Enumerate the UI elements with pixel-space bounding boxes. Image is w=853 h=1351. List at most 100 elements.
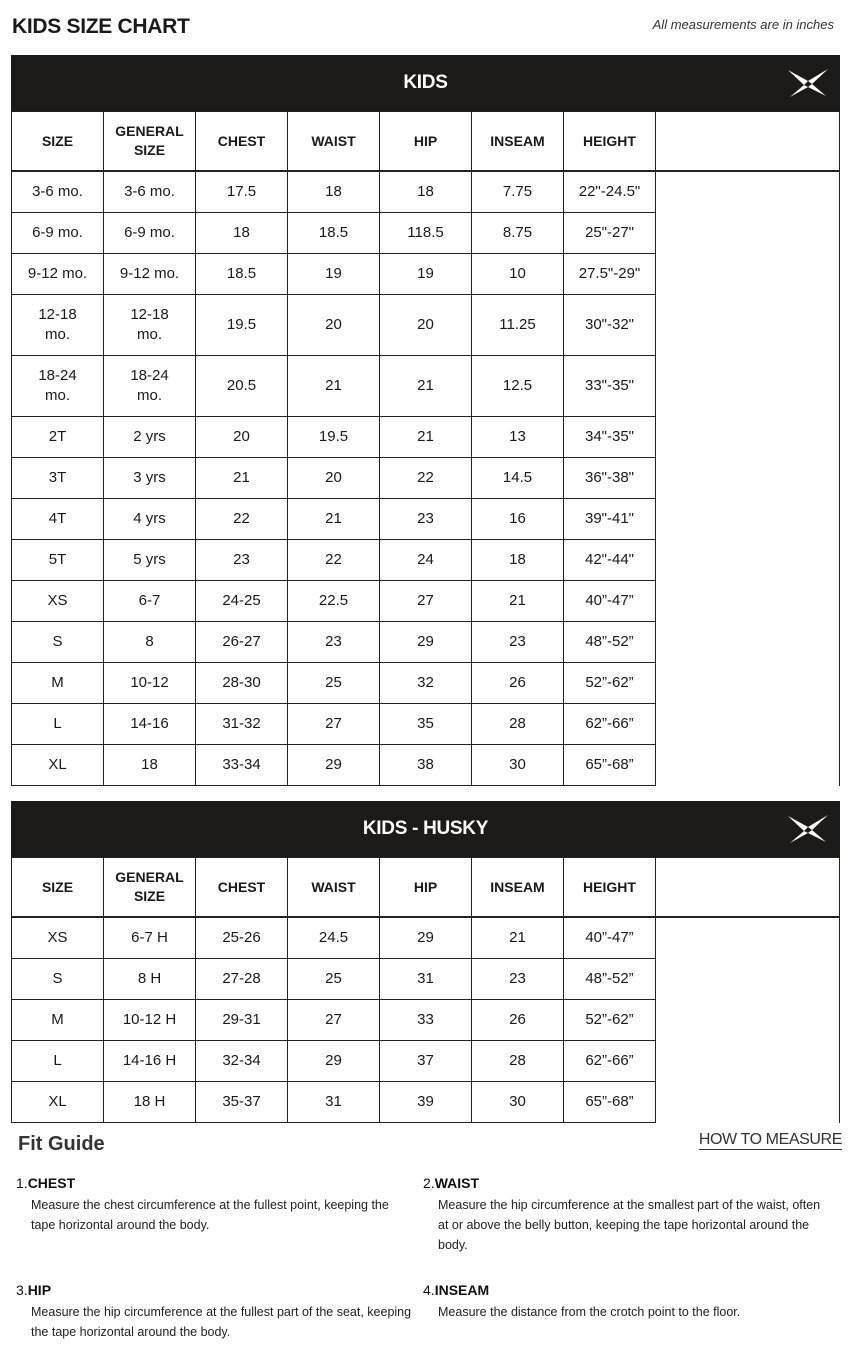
table-cell: 12-18 mo.	[11, 294, 104, 356]
column-header: CHEST	[195, 857, 288, 918]
table-cell: 25"-27"	[563, 212, 656, 254]
table-cell: 29	[287, 744, 380, 786]
table-cell: 18.5	[287, 212, 380, 254]
table-cell: 7.75	[471, 170, 564, 213]
how-to-measure-link[interactable]: HOW TO MEASURE	[698, 1131, 842, 1150]
table-cell: S	[11, 621, 104, 663]
table-cell: 18	[195, 212, 288, 254]
table-cell: L	[11, 1040, 104, 1082]
table-cell: 52”-62”	[563, 999, 656, 1041]
table-cell: 22	[379, 457, 472, 499]
column-header: GENERAL SIZE	[103, 857, 196, 918]
column-header: HEIGHT	[563, 857, 656, 918]
table-cell: 25	[287, 662, 380, 704]
guide-name: HIP	[27, 1282, 52, 1298]
table-cell: XS	[11, 580, 104, 622]
table-cell: 5T	[11, 539, 104, 581]
column-header: GENERAL SIZE	[103, 111, 196, 172]
table-row: 9-12 mo. 9-12 mo. 18.5 19 19 10 27.5"-29"	[11, 253, 840, 295]
table-row: 4T 4 yrs 22 21 23 16 39"-41"	[11, 498, 840, 540]
table-cell: 2T	[11, 416, 104, 458]
table-cell: 14.5	[471, 457, 564, 499]
column-header: SIZE	[11, 857, 104, 918]
table-cell: 37	[379, 1040, 472, 1082]
empty-cell	[655, 498, 840, 540]
table-cell: 27	[287, 703, 380, 745]
table-cell: 40”-47”	[563, 580, 656, 622]
table-cell: 24.5	[287, 916, 380, 959]
table-cell: 24-25	[195, 580, 288, 622]
table-cell: 38	[379, 744, 472, 786]
guide-item-chest: 1.CHEST Measure the chest circumference a…	[16, 1175, 416, 1235]
empty-cell	[655, 539, 840, 581]
empty-cell	[655, 662, 840, 704]
table-cell: 4 yrs	[103, 498, 196, 540]
table-cell: 28-30	[195, 662, 288, 704]
table-cell: 8 H	[103, 958, 196, 1000]
brand-x-logo-icon	[788, 815, 828, 843]
table-cell: 13	[471, 416, 564, 458]
table-title: KIDS - HUSKY	[362, 818, 489, 839]
table-cell: 62”-66”	[563, 1040, 656, 1082]
table-cell: XL	[11, 744, 104, 786]
empty-cell	[655, 999, 840, 1041]
table-cell: 26	[471, 999, 564, 1041]
guide-text: Measure the hip circumference at the sma…	[438, 1198, 821, 1252]
table-cell: 48”-52”	[563, 958, 656, 1000]
kids-size-table: KIDS SIZE GENERAL SIZE CHEST WAIST HIP INSEAM H…	[11, 55, 840, 786]
table-cell: 19.5	[287, 416, 380, 458]
table-cell: 16	[471, 498, 564, 540]
table-cell: 19	[287, 253, 380, 295]
table-cell: 20	[195, 416, 288, 458]
table-row: 3T 3 yrs 21 20 22 14.5 36"-38"	[11, 457, 840, 499]
table-cell: 34"-35"	[563, 416, 656, 458]
guide-name: CHEST	[27, 1175, 76, 1191]
column-header: WAIST	[287, 857, 380, 918]
table-row: XL 18 H 35-37 31 39 30 65”-68”	[11, 1081, 840, 1123]
table-cell: 40”-47”	[563, 916, 656, 959]
table-cell: M	[11, 662, 104, 704]
table-cell: M	[11, 999, 104, 1041]
table-cell: 27.5"-29"	[563, 253, 656, 295]
table-cell: 20	[287, 294, 380, 356]
table-cell: 31	[379, 958, 472, 1000]
guide-num: 2.	[423, 1175, 435, 1191]
table-title-bar: KIDS	[11, 55, 840, 111]
empty-cell	[655, 621, 840, 663]
table-row: M 10-12 H 29-31 27 33 26 52”-62”	[11, 999, 840, 1041]
table-cell: 10	[471, 253, 564, 295]
table-cell: 23	[287, 621, 380, 663]
table-cell: 62”-66”	[563, 703, 656, 745]
table-cell: 31-32	[195, 703, 288, 745]
table-cell: 12.5	[471, 355, 564, 417]
table-row: 3-6 mo. 3-6 mo. 17.5 18 18 7.75 22"-24.5"	[11, 170, 840, 213]
table-row: XS 6-7 H 25-26 24.5 29 21 40”-47”	[11, 916, 840, 959]
table-cell: 22.5	[287, 580, 380, 622]
table-cell: 32-34	[195, 1040, 288, 1082]
table-cell: 29	[379, 916, 472, 959]
column-header: HIP	[379, 111, 472, 172]
empty-cell	[655, 703, 840, 745]
guide-name: INSEAM	[434, 1282, 490, 1298]
guide-text: Measure the hip circumference at the ful…	[31, 1305, 412, 1339]
table-cell: 65”-68”	[563, 744, 656, 786]
empty-cell	[655, 958, 840, 1000]
table-cell: 20	[379, 294, 472, 356]
column-header: WAIST	[287, 111, 380, 172]
column-header: HEIGHT	[563, 111, 656, 172]
table-cell: 10-12 H	[103, 999, 196, 1041]
table-cell: 18-24 mo.	[11, 355, 104, 417]
table-cell: 14-16	[103, 703, 196, 745]
brand-x-logo-icon	[788, 69, 828, 97]
table-row: L 14-16 31-32 27 35 28 62”-66”	[11, 703, 840, 745]
table-cell: 32	[379, 662, 472, 704]
table-cell: 6-9 mo.	[103, 212, 196, 254]
empty-cell	[655, 457, 840, 499]
table-cell: 21	[471, 580, 564, 622]
table-cell: 24	[379, 539, 472, 581]
table-cell: 25	[287, 958, 380, 1000]
table-cell: 52”-62”	[563, 662, 656, 704]
guide-text: Measure the distance from the crotch poi…	[438, 1305, 741, 1319]
table-cell: 11.25	[471, 294, 564, 356]
table-row: 2T 2 yrs 20 19.5 21 13 34"-35"	[11, 416, 840, 458]
